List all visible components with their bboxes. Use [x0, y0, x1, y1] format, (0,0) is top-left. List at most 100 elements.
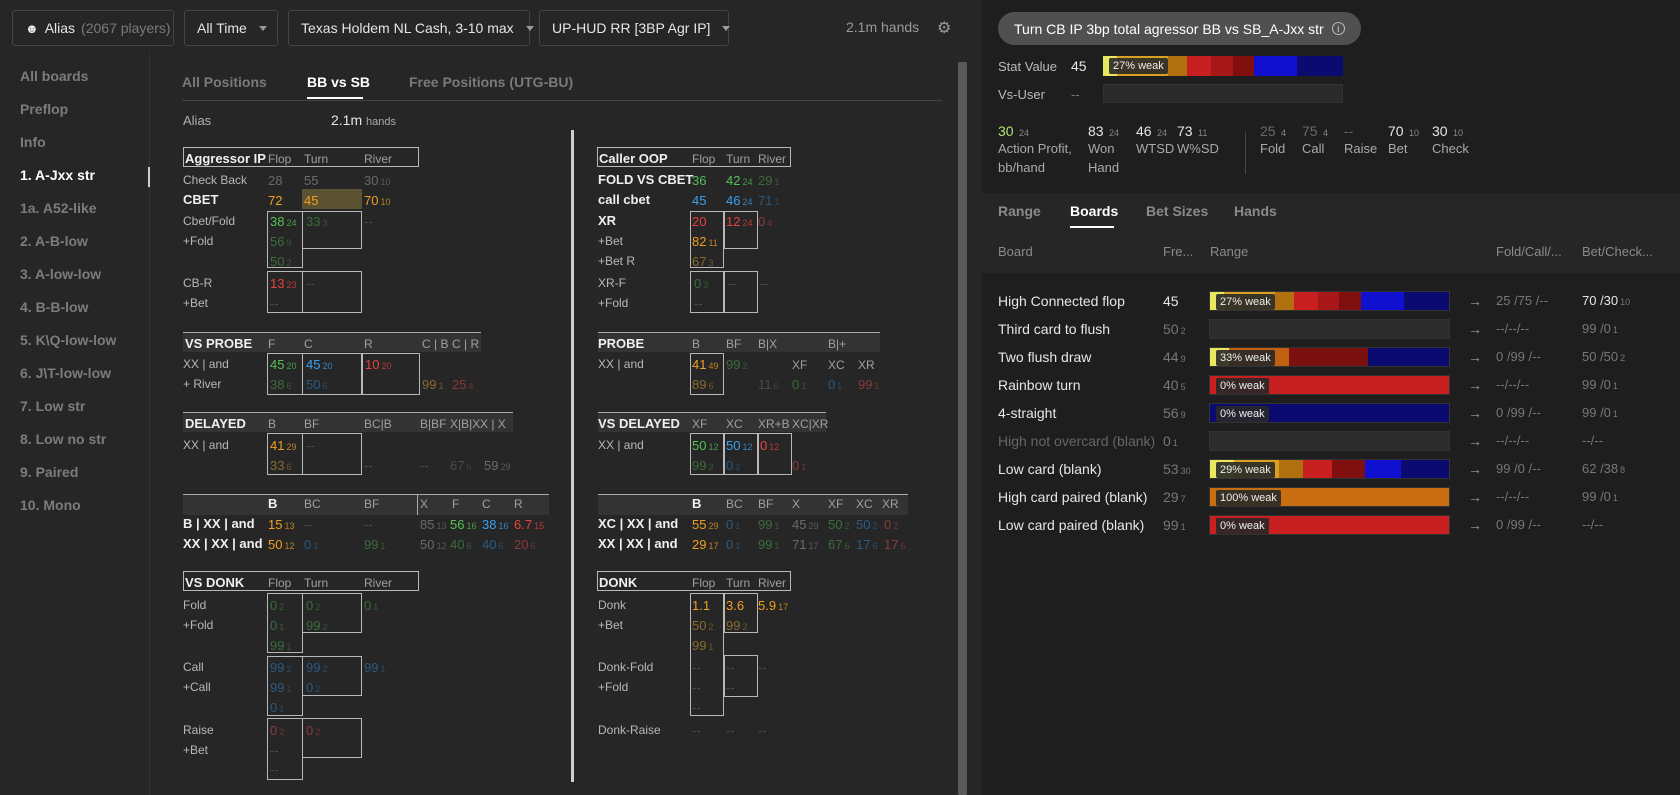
stat-cell[interactable]: 6.7 15: [514, 517, 545, 532]
stat-cell[interactable]: 29 1: [758, 173, 780, 188]
sidebar-item[interactable]: 4. B-B-low: [20, 299, 89, 315]
board-name[interactable]: High not overcard (blank): [998, 433, 1156, 449]
board-name[interactable]: Third card to flush: [998, 321, 1111, 337]
stat-cell[interactable]: 28: [268, 173, 283, 188]
stat-cell[interactable]: 55: [304, 173, 319, 188]
stat-cell[interactable]: 42 24: [726, 173, 753, 188]
stat-cell[interactable]: --: [758, 723, 767, 738]
stat-cell[interactable]: 99 2: [270, 660, 292, 675]
stat-cell[interactable]: 99 2: [726, 357, 748, 372]
board-name[interactable]: Low card (blank): [998, 461, 1102, 477]
sidebar-item[interactable]: 9. Paired: [20, 464, 79, 480]
stat-cell[interactable]: 67 6: [828, 537, 850, 552]
stat-cell[interactable]: 56 9: [270, 234, 292, 249]
stat-cell[interactable]: 56 16: [450, 517, 477, 532]
stat-cell[interactable]: 25 4: [452, 377, 474, 392]
stat-cell[interactable]: --: [306, 276, 315, 291]
stat-cell[interactable]: --: [728, 276, 737, 291]
stat-cell[interactable]: 50 2: [270, 254, 292, 269]
sidebar-item[interactable]: 2. A-B-low: [20, 233, 88, 249]
stat-cell[interactable]: --: [726, 680, 735, 695]
stat-cell[interactable]: --: [270, 762, 279, 777]
tab-bb-vs-sb[interactable]: BB vs SB: [307, 74, 371, 90]
sidebar-item[interactable]: All boards: [20, 68, 89, 84]
stat-cell[interactable]: 67 6: [450, 458, 472, 473]
stat-cell[interactable]: 46 24: [726, 193, 753, 208]
game-filter[interactable]: Texas Holdem NL Cash, 3-10 max: [288, 10, 534, 46]
tab-hands[interactable]: Hands: [1234, 203, 1277, 219]
board-name[interactable]: High Connected flop: [998, 293, 1125, 309]
col-bet-check[interactable]: Bet/Check...: [1582, 244, 1653, 259]
stat-cell[interactable]: --: [304, 517, 313, 532]
stat-cell[interactable]: 71 1: [758, 193, 780, 208]
stat-cell[interactable]: 5.9 17: [758, 598, 789, 613]
sidebar-item[interactable]: 5. K\Q-low-low: [20, 332, 117, 348]
tab-boards[interactable]: Boards: [1070, 203, 1119, 219]
stat-cell[interactable]: 99 1: [758, 537, 780, 552]
stat-cell[interactable]: 17 6: [884, 537, 906, 552]
stat-cell[interactable]: 45 20: [306, 357, 333, 372]
stat-cell[interactable]: 40 6: [450, 537, 472, 552]
stat-cell[interactable]: 12 24: [726, 214, 753, 229]
board-name[interactable]: Two flush draw: [998, 349, 1092, 365]
stat-cell[interactable]: 45 20: [270, 357, 297, 372]
player-selector[interactable]: ☻ Alias (2067 players): [12, 10, 174, 46]
stat-cell[interactable]: 50 2: [828, 517, 850, 532]
sidebar-item[interactable]: 7. Low str: [20, 398, 86, 414]
sidebar-item[interactable]: 3. A-low-low: [20, 266, 102, 282]
stat-cell[interactable]: 10 20: [365, 357, 392, 372]
col-board[interactable]: Board: [998, 244, 1033, 259]
stat-cell[interactable]: 99 1: [692, 638, 714, 653]
tab-free-positions[interactable]: Free Positions (UTG-BU): [409, 74, 574, 90]
sidebar-item[interactable]: Preflop: [20, 101, 69, 117]
stat-cell[interactable]: 45 29: [792, 517, 819, 532]
stat-cell[interactable]: 99 1: [270, 680, 292, 695]
stat-cell[interactable]: --: [270, 296, 279, 311]
scrollbar[interactable]: [958, 62, 967, 795]
board-name[interactable]: 4-straight: [998, 405, 1057, 421]
sidebar-item[interactable]: 1a. A52-like: [20, 200, 97, 216]
stat-cell[interactable]: --: [420, 458, 429, 473]
stat-cell[interactable]: 38 16: [482, 517, 509, 532]
stat-cell[interactable]: --: [692, 723, 701, 738]
stat-cell[interactable]: 1.1: [692, 598, 711, 613]
stat-cell[interactable]: 59 29: [484, 458, 511, 473]
stat-cell[interactable]: 70 10: [364, 193, 391, 208]
hud-selector[interactable]: UP-HUD RR [3BP Agr IP]: [539, 10, 731, 46]
stat-cell[interactable]: 99 2: [306, 660, 328, 675]
stat-cell[interactable]: 50 2: [692, 618, 714, 633]
col-range[interactable]: Range: [1210, 244, 1249, 259]
stat-cell[interactable]: 99 1: [270, 638, 292, 653]
stat-cell[interactable]: 55 29: [692, 517, 719, 532]
sidebar-item[interactable]: Info: [20, 134, 46, 150]
tab-bet-sizes[interactable]: Bet Sizes: [1146, 203, 1209, 219]
stat-cell[interactable]: 99 1: [422, 377, 444, 392]
stat-cell[interactable]: 30 10: [364, 173, 391, 188]
col-frequency[interactable]: Fre...: [1163, 244, 1194, 259]
stat-cell[interactable]: 99 2: [726, 618, 748, 633]
board-name[interactable]: High card paired (blank): [998, 489, 1148, 505]
board-name[interactable]: Low card paired (blank): [998, 517, 1145, 533]
sidebar-item[interactable]: 6. J\T-low-low: [20, 365, 112, 381]
stat-cell[interactable]: 13 23: [270, 276, 297, 291]
stat-cell[interactable]: 45: [692, 193, 707, 208]
stat-cell[interactable]: 99 1: [364, 537, 386, 552]
stat-cell[interactable]: 33 6: [270, 458, 292, 473]
stat-cell[interactable]: --: [364, 458, 373, 473]
stat-cell[interactable]: --: [694, 296, 703, 311]
time-filter[interactable]: All Time: [184, 10, 278, 46]
